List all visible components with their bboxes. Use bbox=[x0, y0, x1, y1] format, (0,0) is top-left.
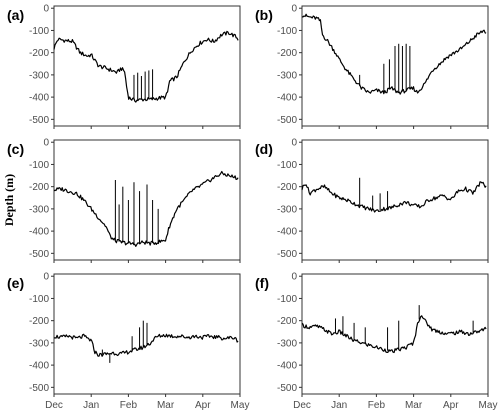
y-tick-label: -500 bbox=[29, 115, 49, 126]
y-axis-title: Depth (m) bbox=[2, 174, 16, 226]
y-tick-label: -200 bbox=[277, 48, 297, 59]
y-tick-label: -100 bbox=[277, 160, 297, 171]
y-tick-label: 0 bbox=[291, 138, 297, 149]
y-tick-label: -400 bbox=[277, 361, 297, 372]
y-tick-label: -300 bbox=[277, 70, 297, 81]
y-tick-label: -100 bbox=[29, 160, 49, 171]
y-tick-label: -300 bbox=[29, 338, 49, 349]
y-tick-label: -100 bbox=[29, 26, 49, 37]
panel-grid: 0 -100 -200 -300 -400 -500 (a) 0 -100 -200 -300 -40… bbox=[7, 4, 497, 410]
panel-label: (d) bbox=[255, 141, 273, 157]
panel-3: 0 -100 -200 -300 -400 -500 (c) bbox=[7, 138, 241, 263]
x-tick-label: Mar bbox=[157, 400, 175, 410]
y-tick-label: -400 bbox=[29, 93, 49, 104]
y-tick-label: -300 bbox=[277, 338, 297, 349]
y-tick-label: -500 bbox=[277, 115, 297, 126]
panel-frame bbox=[53, 5, 241, 127]
y-tick-label: -300 bbox=[29, 70, 49, 81]
y-tick-label: -500 bbox=[277, 249, 297, 260]
x-tick-label: Dec bbox=[45, 400, 63, 410]
x-tick-label: Apr bbox=[195, 400, 211, 410]
x-tick-label: Mar bbox=[405, 400, 423, 410]
panel-2: 0 -100 -200 -300 -400 -500 (b) bbox=[255, 4, 489, 129]
x-tick-label: Feb bbox=[368, 400, 386, 410]
panel-frame bbox=[301, 139, 489, 261]
y-tick-label: -100 bbox=[277, 26, 297, 37]
depth-series-line bbox=[53, 333, 239, 357]
panel-label: (a) bbox=[7, 7, 24, 23]
x-tick-label: Jan bbox=[331, 400, 347, 410]
x-tick-label: Apr bbox=[443, 400, 459, 410]
depth-series-line bbox=[301, 13, 487, 95]
x-tick-label: Dec bbox=[293, 400, 311, 410]
y-tick-label: -100 bbox=[29, 294, 49, 305]
y-tick-label: -100 bbox=[277, 294, 297, 305]
y-tick-label: -200 bbox=[29, 182, 49, 193]
y-tick-label: -200 bbox=[29, 316, 49, 327]
y-tick-label: -200 bbox=[277, 182, 297, 193]
depth-series-line bbox=[53, 30, 239, 103]
panel-label: (b) bbox=[255, 7, 273, 23]
y-tick-label: -400 bbox=[29, 227, 49, 238]
y-tick-label: -300 bbox=[29, 204, 49, 215]
y-tick-label: 0 bbox=[291, 4, 297, 15]
x-tick-label: May bbox=[231, 400, 250, 410]
depth-series-line bbox=[301, 181, 487, 213]
depth-series-line bbox=[53, 170, 239, 247]
x-tick-label: Jan bbox=[83, 400, 99, 410]
panel-5: 0 -100 -200 -300 -400 -500 Dec Jan Feb Mar Apr May (… bbox=[7, 272, 249, 410]
panel-label: (e) bbox=[7, 275, 24, 291]
y-tick-label: -200 bbox=[29, 48, 49, 59]
y-tick-label: -500 bbox=[277, 383, 297, 394]
y-tick-label: 0 bbox=[43, 138, 49, 149]
x-tick-label: Feb bbox=[120, 400, 138, 410]
y-tick-label: 0 bbox=[43, 272, 49, 283]
y-tick-label: -300 bbox=[277, 204, 297, 215]
panel-6: 0 -100 -200 -300 -400 -500 Dec Jan Feb Mar Apr May (… bbox=[255, 272, 497, 410]
y-tick-label: 0 bbox=[43, 4, 49, 15]
y-tick-label: -400 bbox=[277, 93, 297, 104]
depth-series-line bbox=[301, 315, 487, 354]
panel-1: 0 -100 -200 -300 -400 -500 (a) bbox=[7, 4, 241, 129]
y-tick-label: -500 bbox=[29, 249, 49, 260]
y-tick-label: -400 bbox=[277, 227, 297, 238]
panel-label: (c) bbox=[7, 141, 24, 157]
y-tick-label: -500 bbox=[29, 383, 49, 394]
x-tick-label: May bbox=[479, 400, 498, 410]
panel-frame bbox=[301, 273, 489, 395]
y-tick-label: 0 bbox=[291, 272, 297, 283]
y-tick-label: -400 bbox=[29, 361, 49, 372]
y-tick-label: -200 bbox=[277, 316, 297, 327]
panel-4: 0 -100 -200 -300 -400 -500 (d) bbox=[255, 138, 489, 263]
panel-label: (f) bbox=[255, 275, 269, 291]
